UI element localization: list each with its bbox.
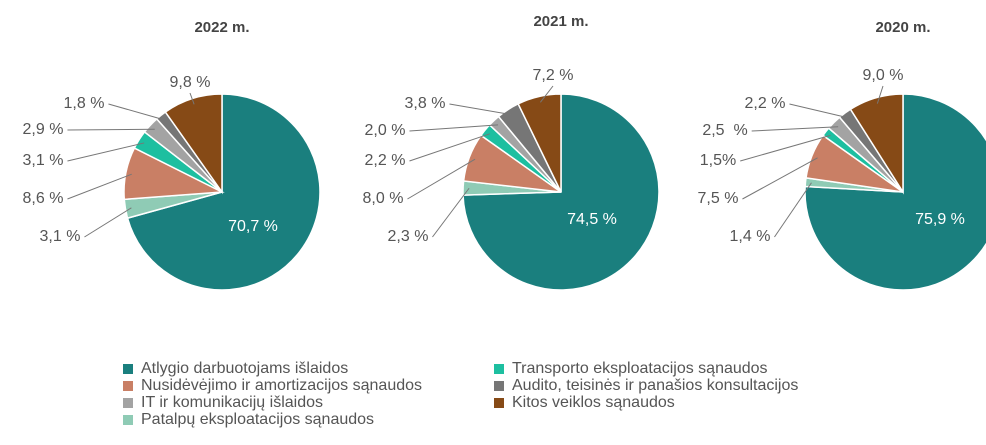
legend-swatch bbox=[123, 398, 133, 408]
chart-title: 2020 m. bbox=[875, 19, 930, 36]
value-label: 1,8 % bbox=[64, 95, 105, 112]
value-label: 9,8 % bbox=[170, 74, 211, 91]
value-label: 2,5 % bbox=[702, 122, 747, 139]
leader-line bbox=[774, 182, 812, 238]
leader-line bbox=[432, 187, 470, 238]
legend-swatch bbox=[494, 364, 504, 374]
legend-swatch bbox=[494, 398, 504, 408]
legend-label: Audito, teisinės ir panašios konsultacij… bbox=[512, 377, 798, 394]
value-label: 2,3 % bbox=[388, 228, 429, 245]
legend-swatch bbox=[494, 381, 504, 391]
leader-line bbox=[189, 92, 195, 105]
leader-line bbox=[67, 173, 132, 200]
leader-line bbox=[409, 133, 490, 162]
value-label: 8,6 % bbox=[23, 190, 64, 207]
legend-label: IT ir komunikacijų išlaidos bbox=[141, 394, 323, 411]
leader-line bbox=[789, 103, 849, 119]
value-label: 70,7 % bbox=[228, 218, 278, 235]
legend-label: Nusidėvėjimo ir amortizacijos sąnaudos bbox=[141, 377, 422, 394]
leader-line bbox=[449, 103, 512, 116]
leader-line bbox=[876, 85, 884, 104]
legend-swatch bbox=[123, 364, 133, 374]
value-label: 3,8 % bbox=[405, 95, 446, 112]
leader-line bbox=[407, 158, 476, 200]
chart-title: 2022 m. bbox=[194, 19, 249, 36]
pie-slice bbox=[517, 93, 562, 193]
legend-label: Patalpų eksploatacijos sąnaudos bbox=[141, 411, 374, 428]
value-label: 9,0 % bbox=[863, 67, 904, 84]
leader-line bbox=[108, 103, 165, 121]
value-label: 1,4 % bbox=[730, 228, 771, 245]
value-label: 2,2 % bbox=[365, 152, 406, 169]
value-label: 2,0 % bbox=[365, 122, 406, 139]
value-label: 1,5% bbox=[700, 152, 736, 169]
value-label: 75,9 % bbox=[915, 211, 965, 228]
leader-line bbox=[539, 85, 554, 103]
legend-swatch bbox=[123, 415, 133, 425]
pie-slice bbox=[849, 93, 904, 195]
leader-line bbox=[740, 134, 831, 162]
legend-label: Transporto eksploatacijos sąnaudos bbox=[512, 360, 768, 377]
value-label: 2,9 % bbox=[23, 121, 64, 138]
leader-line bbox=[67, 142, 145, 162]
value-label: 3,1 % bbox=[23, 152, 64, 169]
value-label: 74,5 % bbox=[567, 211, 617, 228]
value-label: 3,1 % bbox=[40, 228, 81, 245]
value-label: 8,0 % bbox=[363, 190, 404, 207]
legend-label: Kitos veiklos sąnaudos bbox=[512, 394, 675, 411]
leader-line bbox=[751, 126, 839, 132]
leader-line bbox=[742, 157, 818, 200]
leader-line bbox=[84, 207, 132, 238]
legend-swatch bbox=[123, 381, 133, 391]
value-label: 7,2 % bbox=[533, 67, 574, 84]
pie-slice bbox=[126, 93, 321, 291]
value-label: 7,5 % bbox=[698, 190, 739, 207]
value-label: 2,2 % bbox=[745, 95, 786, 112]
chart-title: 2021 m. bbox=[533, 13, 588, 30]
leader-line bbox=[67, 128, 155, 131]
legend-label: Atlygio darbuotojams išlaidos bbox=[141, 360, 348, 377]
leader-line bbox=[409, 124, 499, 132]
